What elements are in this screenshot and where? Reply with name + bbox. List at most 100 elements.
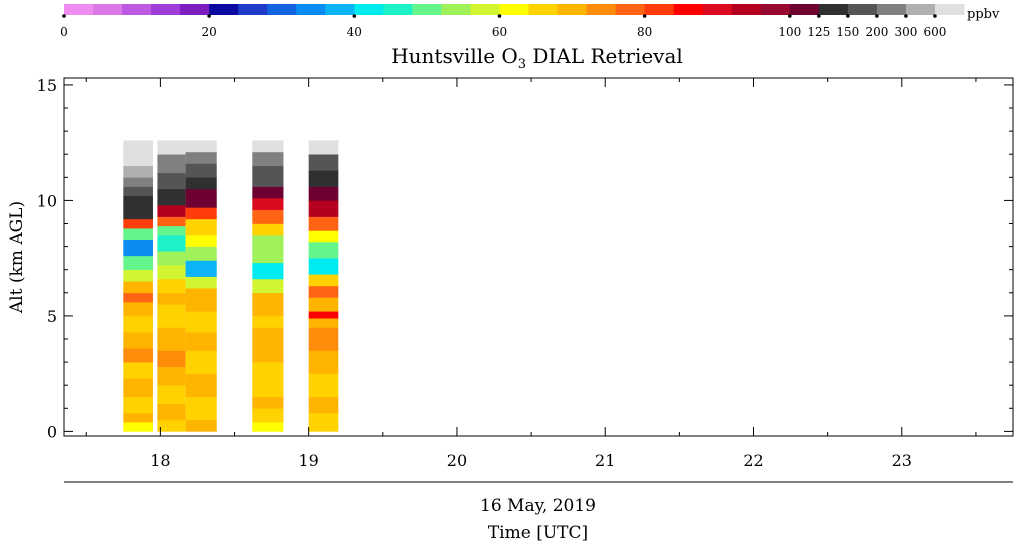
ozone-layer-cell [185,177,217,190]
ozone-layer-cell [157,225,186,236]
ozone-layer-cell [185,218,217,236]
ozone-layer-cell [185,188,217,208]
ozone-layer-cell [308,140,339,155]
ozone-layer-cell [123,195,153,220]
colorbar-swatch [470,4,500,15]
ozone-layer-cell [185,140,217,153]
ozone-layer-cell [308,274,339,287]
ozone-layer-cell [308,186,339,201]
y-axis-label: Alt (km AGL) [7,201,27,314]
y-tick-label: 15 [37,76,57,95]
colorbar-swatch [876,4,907,15]
ozone-layer-cell [123,378,153,398]
ozone-layer-cell [252,198,284,210]
colorbar-swatch [586,4,617,15]
ozone-layer-cell [252,186,284,199]
y-tick-label: 10 [37,191,57,210]
ozone-layer-cell [308,258,339,275]
ozone-layer-cell [308,318,339,328]
ozone-layer-cell [123,239,153,257]
ozone-layer-cell [123,269,153,282]
colorbar-tick [642,14,647,18]
colorbar-tick [933,14,937,18]
ozone-layer-cell [308,396,339,414]
colorbar-swatch [934,4,965,15]
ozone-layer-cell [252,422,284,432]
ozone-layer-cell [123,292,153,303]
ozone-layer-cell [157,235,186,252]
colorbar-tick-label: 125 [807,25,830,39]
ozone-layer-cell [185,260,217,277]
ozone-layer-cell [308,170,339,187]
colorbar-swatch [905,4,936,15]
ozone-layer-cell [157,278,186,294]
ozone-layer-cell [252,408,284,423]
colorbar-tick-label: 200 [865,25,888,39]
ozone-layer-cell [185,163,217,178]
ozone-layer-cell [185,332,217,351]
colorbar-swatch [789,4,820,15]
ozone-layer-cell [123,165,153,178]
x-tick-label: 23 [892,451,912,470]
colorbar-swatch [296,4,326,15]
y-tick-label: 0 [47,422,57,441]
ozone-layer-cell [185,151,217,164]
ozone-layer-cell [308,350,339,374]
colorbar-swatch [441,4,471,15]
ozone-layer-cell [252,396,284,409]
colorbar-tick [846,14,850,18]
ozone-layer-cell [123,255,153,271]
ozone-layer-cell [123,218,153,229]
colorbar: 0 20 40 60 80 100 125 150 200 300 600 [60,4,965,39]
ozone-layer-cell [252,327,284,363]
colorbar-swatch [702,4,733,15]
ozone-layer-cell [157,154,186,173]
ozone-layer-cell [157,140,186,155]
ozone-layer-cell [185,350,217,374]
colorbar-swatch [673,4,704,15]
ozone-layer-cell [252,278,284,294]
ozone-layer-cell [123,186,153,197]
chart-title-subscript: 3 [518,57,526,72]
colorbar-swatch [847,4,878,15]
ozone-layer-cell [185,396,217,421]
colorbar-tick-label: 300 [894,25,917,39]
ozone-layer-cell [185,311,217,333]
ozone-layer-cell [123,281,153,294]
colorbar-swatch [93,4,123,15]
date-label: 16 May, 2019 [480,496,596,516]
plot-frame [63,77,1014,437]
ozone-layer-cell [157,188,186,206]
ozone-layer-cell [123,315,153,333]
ozone-layer-cell [123,362,153,379]
ozone-layer-cell [157,292,186,305]
ozone-layer-cell [252,151,284,167]
ozone-layer-cell [252,262,284,280]
ozone-layer-cell [308,230,339,243]
profile-column [157,140,186,432]
ozone-layer-cell [157,327,186,351]
colorbar-tick-label: 100 [778,25,801,39]
axes: 0 5 10 15 18 19 20 21 22 23 [37,76,1013,470]
colorbar-swatch [325,4,355,15]
colorbar-swatch [383,4,413,15]
colorbar-swatch [64,4,94,15]
ozone-layer-cell [252,165,284,187]
colorbar-swatch [151,4,181,15]
ozone-layer-cell [185,207,217,220]
ozone-layer-cell [308,373,339,398]
ozone-layer-cell [308,154,339,171]
colorbar-swatch [528,4,558,15]
colorbar-swatch [615,4,646,15]
ozone-layer-cell [308,200,339,217]
ozone-layer-cell [185,276,217,289]
ozone-layer-cell [123,348,153,363]
colorbar-swatch [412,4,442,15]
colorbar-swatch [557,4,587,15]
ozone-layer-cell [185,373,217,398]
ozone-layer-cell [123,422,153,432]
colorbar-tick [352,14,357,18]
ozone-layer-cell [157,304,186,328]
ozone-layer-cell [123,412,153,423]
ozone-layer-cell [157,216,186,227]
